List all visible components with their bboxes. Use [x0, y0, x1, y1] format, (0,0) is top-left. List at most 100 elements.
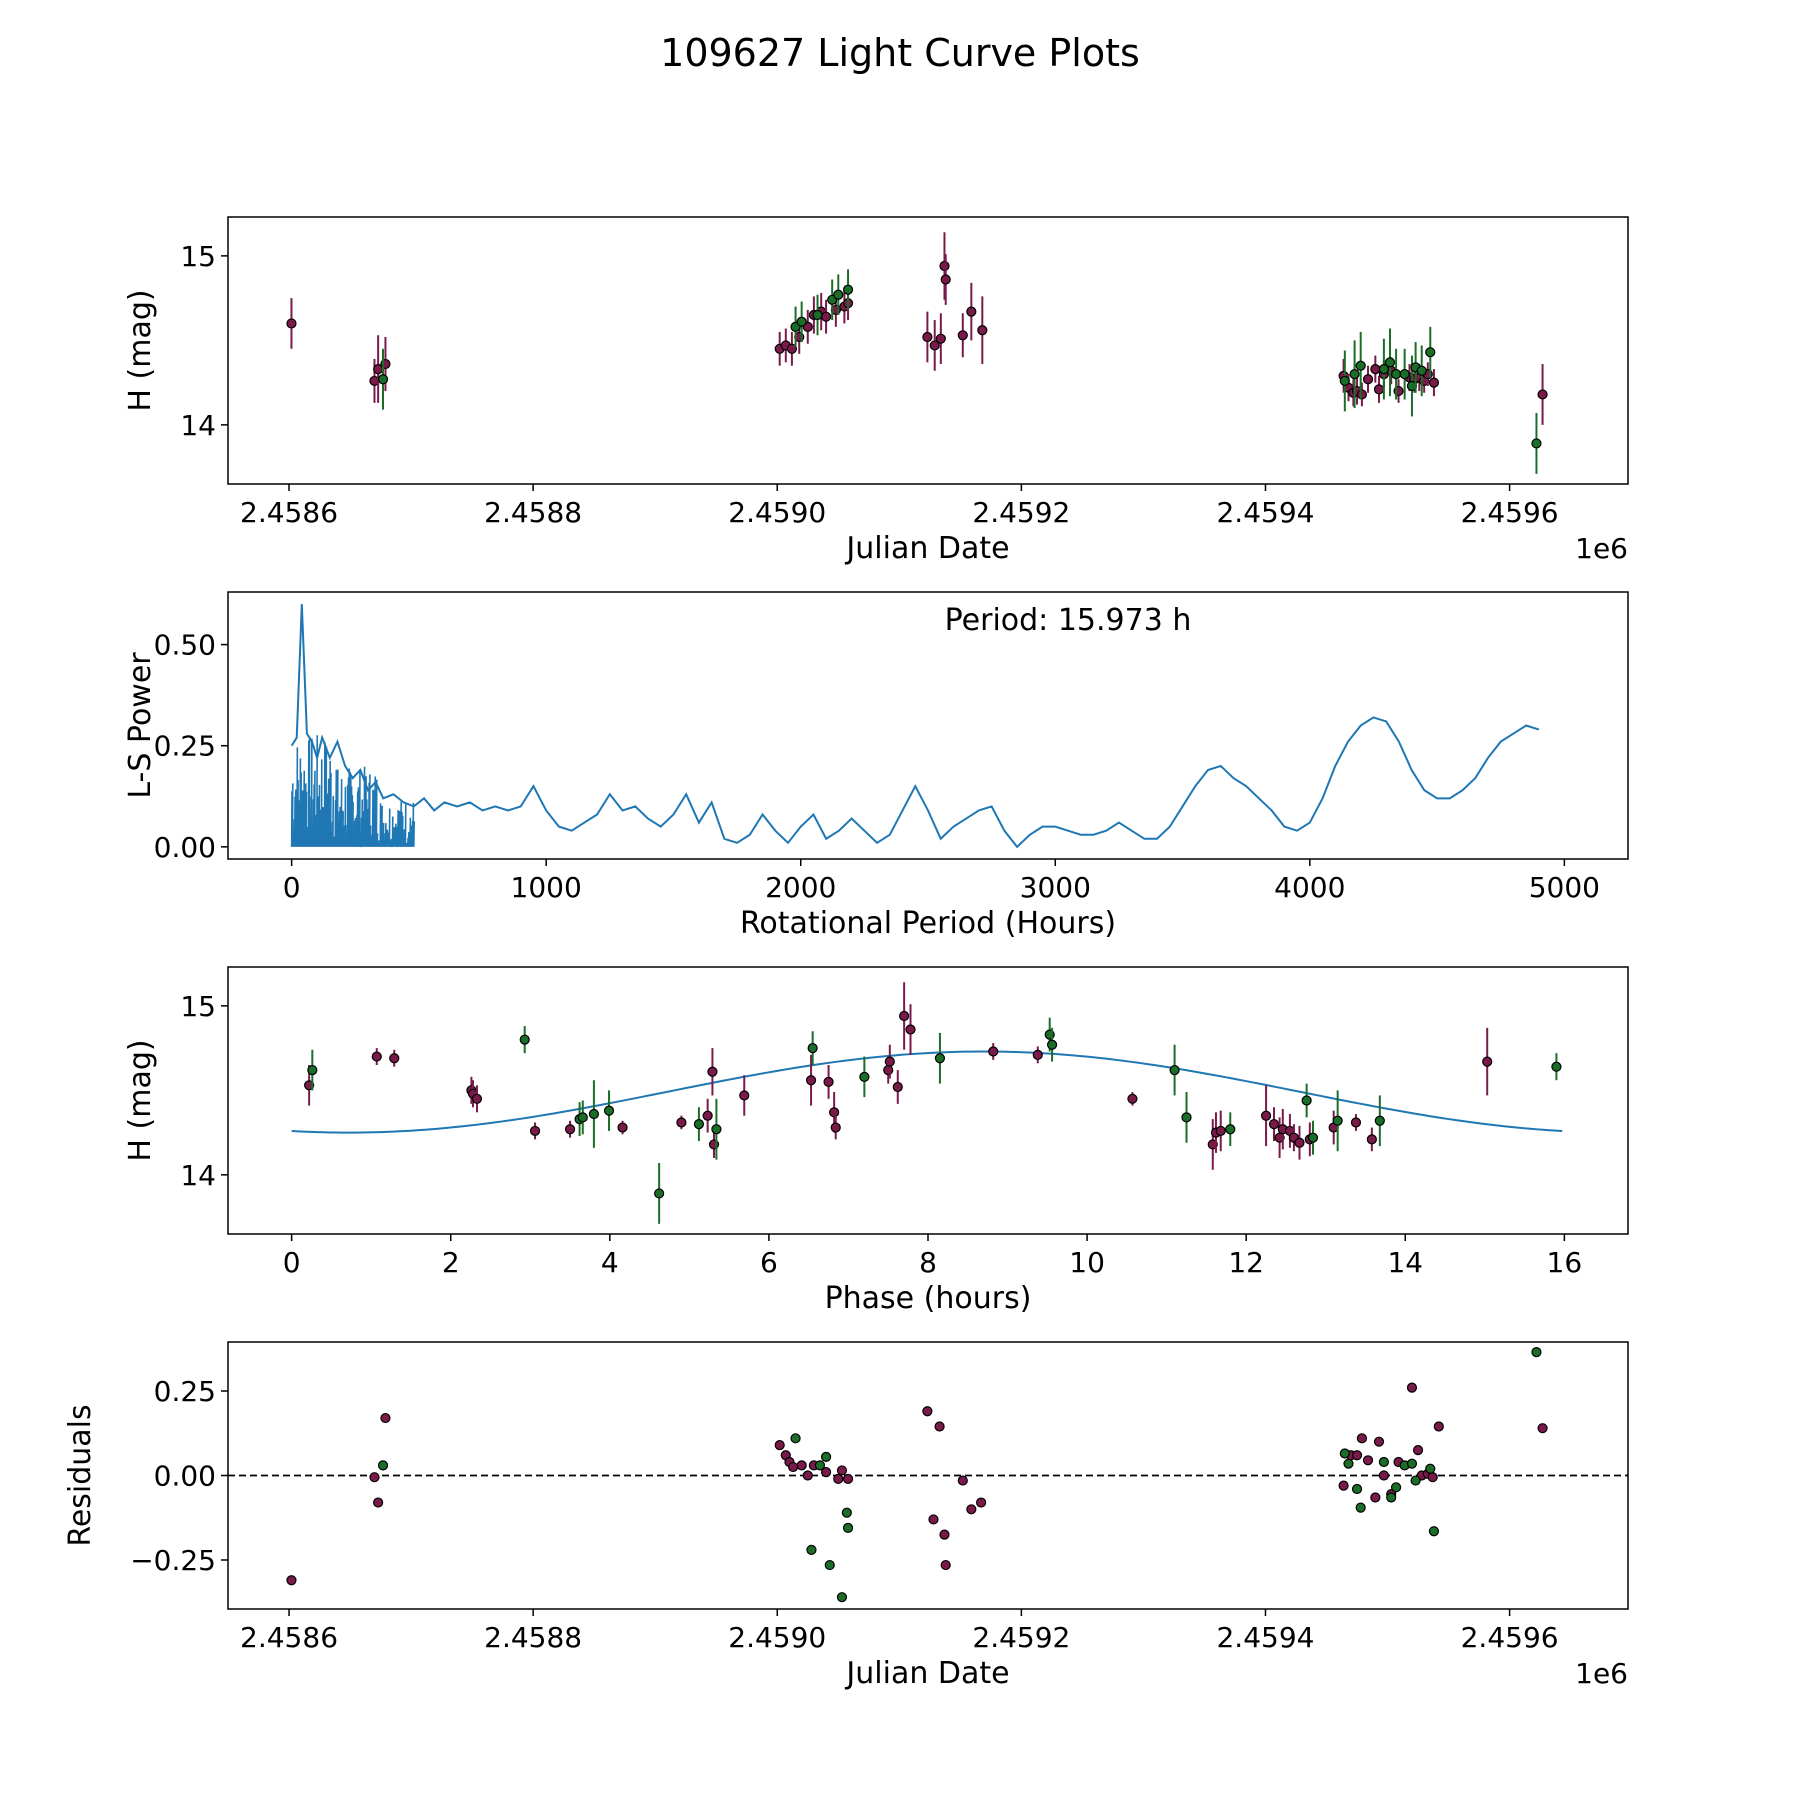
data-point [603, 1105, 615, 1116]
data-point [884, 1056, 895, 1067]
data-point [807, 1043, 818, 1054]
data-point [1370, 1492, 1381, 1503]
data-point [693, 1119, 705, 1130]
data-point [1384, 357, 1396, 368]
data-point [833, 289, 844, 300]
data-point [1349, 369, 1360, 380]
data-point [380, 1412, 391, 1424]
period-annotation: Period: 15.973 h [945, 603, 1192, 638]
data-point [1301, 1095, 1312, 1106]
x-tick-label: 12 [1228, 1246, 1264, 1279]
data-point [711, 1124, 722, 1135]
x-tick-label: 2.4588 [484, 496, 582, 529]
x-tick-label: 4000 [1274, 871, 1345, 904]
data-point [1428, 377, 1440, 388]
y-tick-label: 0.50 [154, 629, 216, 662]
x-tick-label: 2.4594 [1216, 1621, 1314, 1654]
x-tick-label: 2.4586 [240, 496, 338, 529]
g-band-series [377, 1347, 1542, 1603]
data-point [1362, 374, 1374, 385]
data-point [654, 1188, 665, 1199]
x-tick-label: 2.4592 [972, 1621, 1070, 1654]
data-point [939, 1529, 950, 1540]
plot-area [286, 232, 1548, 474]
x-tick-label: 10 [1069, 1246, 1105, 1279]
residuals-panel: 2.4586 2.4588 2.4590 2.4592 2.4594 2.4596 −0.2… [63, 1341, 1629, 1691]
x-tick-label: 4 [601, 1246, 619, 1279]
data-point [377, 1460, 389, 1471]
x-offset-label: 1e6 [1575, 1657, 1628, 1690]
data-point [1390, 369, 1402, 380]
y-tick-label: 0.25 [154, 1375, 216, 1408]
data-point [823, 1076, 834, 1088]
data-point [934, 1053, 946, 1064]
figure-title: 109627 Light Curve Plots [660, 31, 1140, 75]
x-tick-label: 0 [283, 871, 301, 904]
data-point [1390, 1482, 1402, 1493]
y-tick-label: 14 [180, 409, 216, 442]
data-point [796, 1460, 807, 1471]
x-tick-label: 0 [283, 1246, 301, 1279]
data-point [957, 330, 968, 341]
data-point [842, 284, 854, 295]
data-point [1351, 1483, 1363, 1495]
data-point [788, 1461, 799, 1473]
y-axis-label: L-S Power [123, 652, 158, 799]
data-point [1351, 1450, 1363, 1461]
data-point [820, 311, 832, 322]
data-point [820, 1467, 832, 1478]
data-point [830, 1122, 841, 1133]
data-point [922, 1406, 933, 1417]
data-point [1032, 1049, 1043, 1060]
g-band-series [307, 1017, 1562, 1224]
x-tick-label: 3000 [1020, 871, 1091, 904]
data-point [739, 1090, 750, 1101]
x-tick-label: 2 [442, 1246, 460, 1279]
data-point [377, 374, 389, 385]
y-tick-label: 15 [180, 990, 216, 1023]
data-point [883, 1064, 894, 1076]
data-point [1416, 365, 1427, 376]
data-point [1551, 1061, 1562, 1072]
data-point [1531, 438, 1542, 449]
data-point [1343, 1458, 1354, 1469]
data-point [1531, 1347, 1542, 1358]
y-tick-label: 0.25 [154, 730, 216, 763]
data-point [899, 1010, 910, 1022]
x-axis-label: Julian Date [844, 1656, 1009, 1691]
data-point [1373, 384, 1385, 395]
data-point [676, 1117, 687, 1128]
data-point [577, 1112, 588, 1123]
data-point [1399, 369, 1410, 380]
data-point [934, 1421, 945, 1432]
y-tick-label: −0.25 [130, 1544, 216, 1577]
data-point [988, 1046, 999, 1057]
model-fit-curve [291, 1050, 1563, 1134]
data-point [939, 260, 950, 272]
y-tick-label: 0.00 [154, 1460, 216, 1493]
data-point [1338, 1480, 1349, 1491]
x-axis-label: Julian Date [844, 531, 1009, 566]
data-point [1378, 1456, 1389, 1468]
y-tick-label: 15 [180, 240, 216, 273]
data-point [1127, 1093, 1138, 1104]
data-point [1339, 375, 1350, 387]
data-point [892, 1081, 903, 1093]
x-tick-label: 8 [919, 1246, 937, 1279]
data-point [842, 1473, 854, 1484]
data-point [588, 1108, 600, 1120]
data-point [1406, 1382, 1418, 1393]
data-point [806, 1544, 817, 1555]
data-point [1370, 363, 1381, 375]
y-tick-label: 0.00 [154, 831, 216, 864]
data-point [1425, 1463, 1436, 1474]
data-point [829, 1107, 840, 1118]
x-tick-label: 6 [760, 1246, 778, 1279]
data-point [940, 274, 951, 285]
data-point [842, 1522, 854, 1533]
data-point [802, 1470, 813, 1481]
data-point [774, 1439, 785, 1451]
x-tick-label: 2.4592 [972, 496, 1070, 529]
